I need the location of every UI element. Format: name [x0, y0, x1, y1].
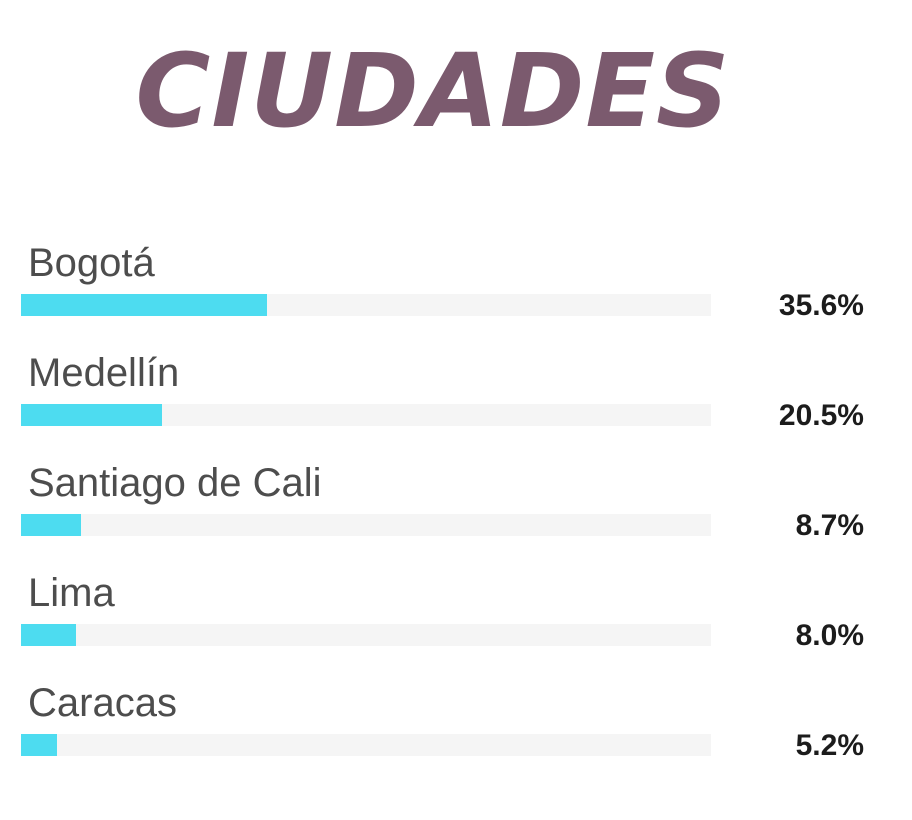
- value-label: 20.5%: [778, 399, 864, 432]
- bar: [21, 514, 82, 536]
- bar-track: [21, 294, 711, 316]
- bar: [21, 734, 57, 756]
- bar: [21, 404, 163, 426]
- category-label: Santiago de Cali: [28, 461, 322, 505]
- bar: [21, 294, 267, 316]
- bar-row: Medellín 20.5%: [0, 350, 912, 460]
- category-label: Bogotá: [28, 241, 155, 285]
- category-label: Lima: [28, 571, 115, 615]
- category-label: Caracas: [28, 681, 177, 725]
- bar-row: Bogotá 35.6%: [0, 240, 912, 350]
- bar-row: Lima 8.0%: [0, 570, 912, 680]
- bar-track: [21, 734, 711, 756]
- bar-track: [21, 624, 711, 646]
- bar-track: [21, 404, 711, 426]
- bar-row: Santiago de Cali 8.7%: [0, 460, 912, 570]
- category-label: Medellín: [28, 351, 180, 395]
- value-label: 8.0%: [795, 619, 864, 652]
- value-label: 8.7%: [795, 509, 864, 542]
- chart-title: CIUDADES: [135, 32, 731, 151]
- value-label: 5.2%: [795, 729, 864, 762]
- bar-row: Caracas 5.2%: [0, 680, 912, 790]
- bar: [21, 624, 77, 646]
- value-label: 35.6%: [778, 289, 864, 322]
- bar-track: [21, 514, 711, 536]
